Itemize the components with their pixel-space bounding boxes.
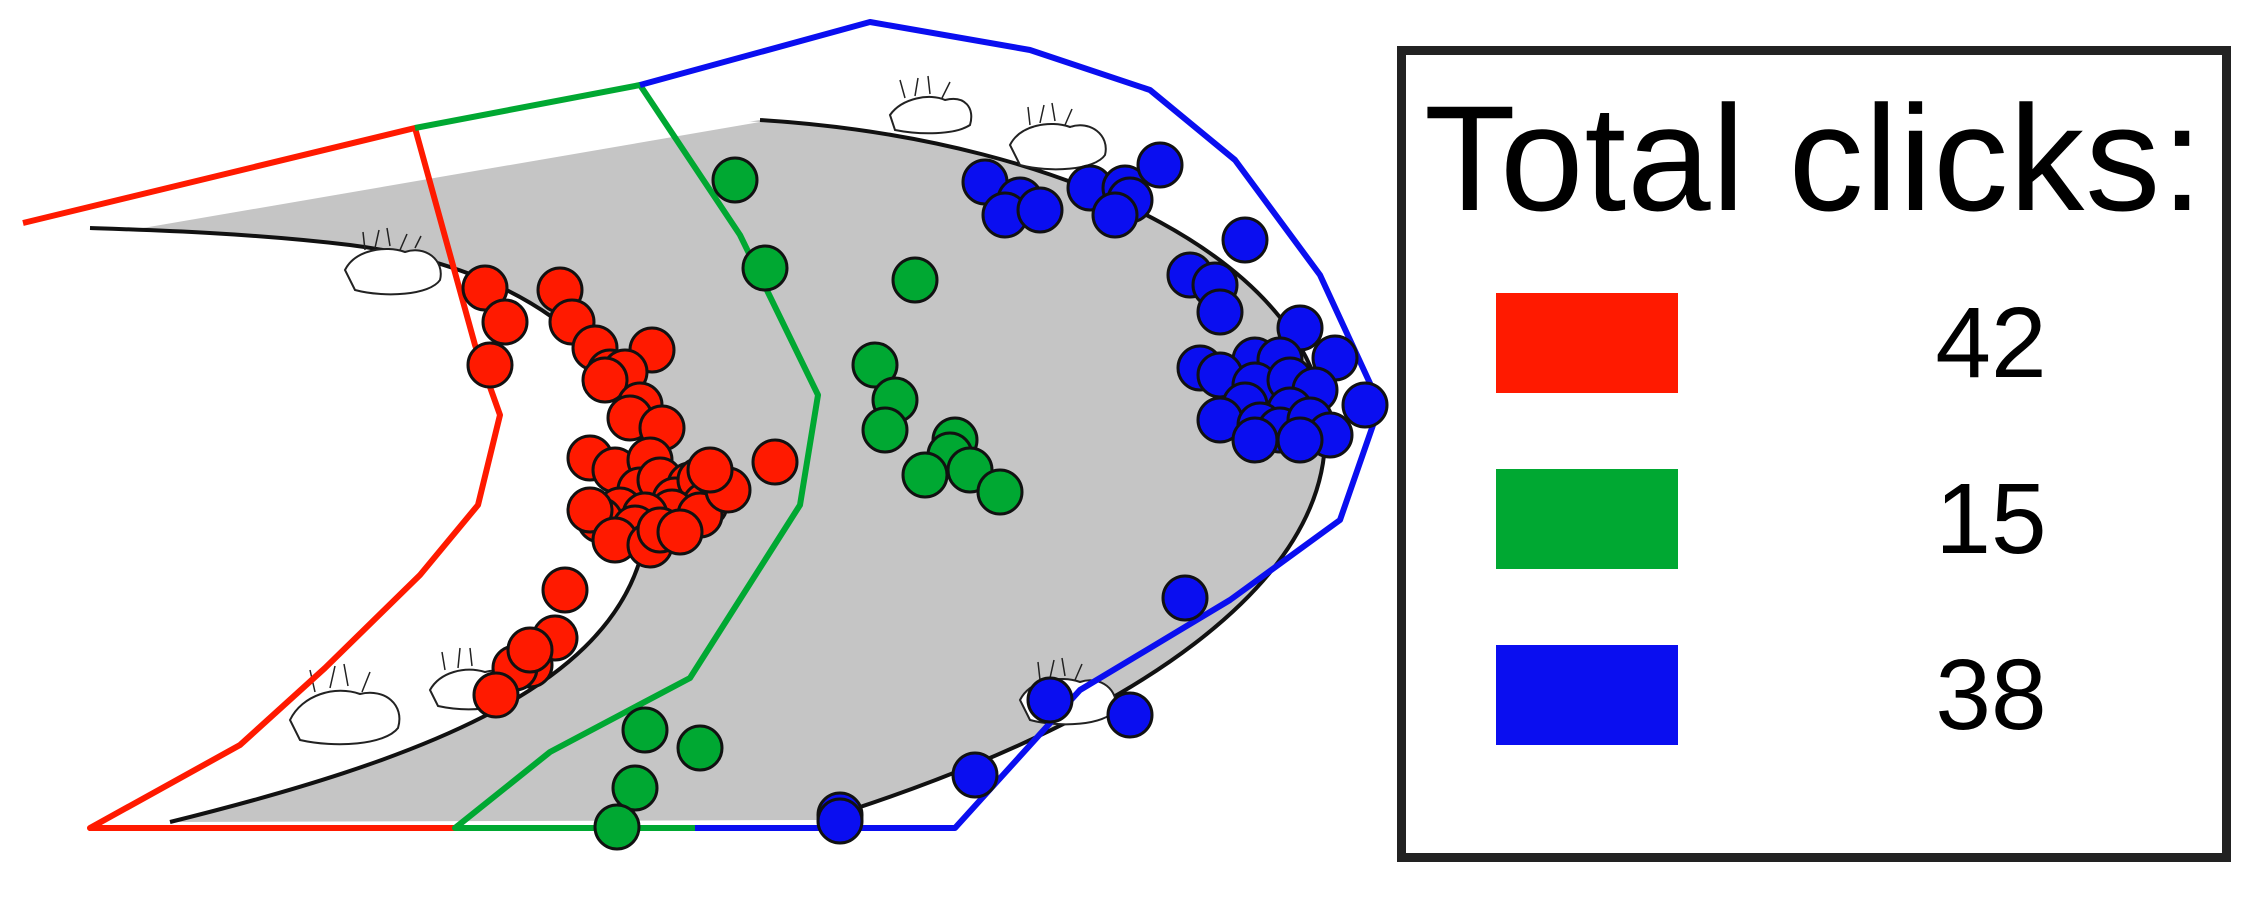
rock-with-plant-icon — [888, 75, 973, 135]
click-map-diagram — [22, 19, 1389, 851]
red-click-dot — [686, 446, 734, 494]
blue-click-dot — [1016, 186, 1064, 234]
legend-swatch-green — [1496, 469, 1678, 569]
legend-count-green: 15 — [1935, 463, 2047, 575]
green-click-dot — [621, 706, 669, 754]
blue-click-dot — [1026, 676, 1074, 724]
green-click-dot — [611, 764, 659, 812]
red-click-dot — [506, 626, 554, 674]
green-clicks — [593, 156, 1024, 851]
red-click-dot — [541, 566, 589, 614]
red-clicks — [461, 264, 799, 719]
rock-with-plant-icon — [1008, 102, 1107, 171]
blue-click-dot — [816, 797, 864, 845]
green-zone-outline — [414, 82, 821, 831]
blue-click-dot — [1106, 691, 1154, 739]
green-click-dot — [976, 468, 1024, 516]
blue-click-dot — [1231, 416, 1279, 464]
green-click-dot — [711, 156, 759, 204]
blue-click-dot — [1341, 381, 1389, 429]
legend-swatch-red — [1496, 293, 1678, 393]
red-click-dot — [656, 508, 704, 556]
legend-row-blue: 38 — [1496, 645, 2156, 745]
blue-click-dot — [951, 751, 999, 799]
green-click-dot — [861, 406, 909, 454]
green-click-dot — [593, 803, 641, 851]
green-click-dot — [901, 451, 949, 499]
green-click-dot — [851, 341, 899, 389]
legend-row-red: 42 — [1496, 293, 2156, 393]
blue-click-dot — [1221, 216, 1269, 264]
green-click-dot — [891, 256, 939, 304]
red-zone-outline — [22, 125, 503, 831]
legend-row-green: 15 — [1496, 469, 2156, 569]
blue-click-dot — [1276, 416, 1324, 464]
red-click-dot — [751, 438, 799, 486]
red-click-dot — [566, 486, 614, 534]
rock-with-plant-icon — [343, 227, 442, 296]
legend-swatch-blue — [1496, 645, 1678, 745]
green-click-dot — [676, 724, 724, 772]
legend-box: Total clicks: 42 15 38 — [1397, 46, 2231, 862]
blue-clicks — [816, 141, 1389, 845]
legend-title: Total clicks: — [1424, 74, 2204, 242]
red-click-dot — [466, 341, 514, 389]
legend-count-red: 42 — [1935, 287, 2047, 399]
blue-click-dot — [1091, 191, 1139, 239]
white-wedge-top — [60, 120, 760, 232]
blue-click-dot — [1136, 141, 1184, 189]
red-click-dot — [481, 298, 529, 346]
blue-click-dot — [1196, 288, 1244, 336]
green-click-dot — [741, 244, 789, 292]
red-click-dot — [472, 671, 520, 719]
blue-click-dot — [1161, 574, 1209, 622]
legend-count-blue: 38 — [1935, 639, 2047, 751]
rock-with-plant-icon — [288, 663, 401, 746]
red-click-dot — [581, 356, 629, 404]
